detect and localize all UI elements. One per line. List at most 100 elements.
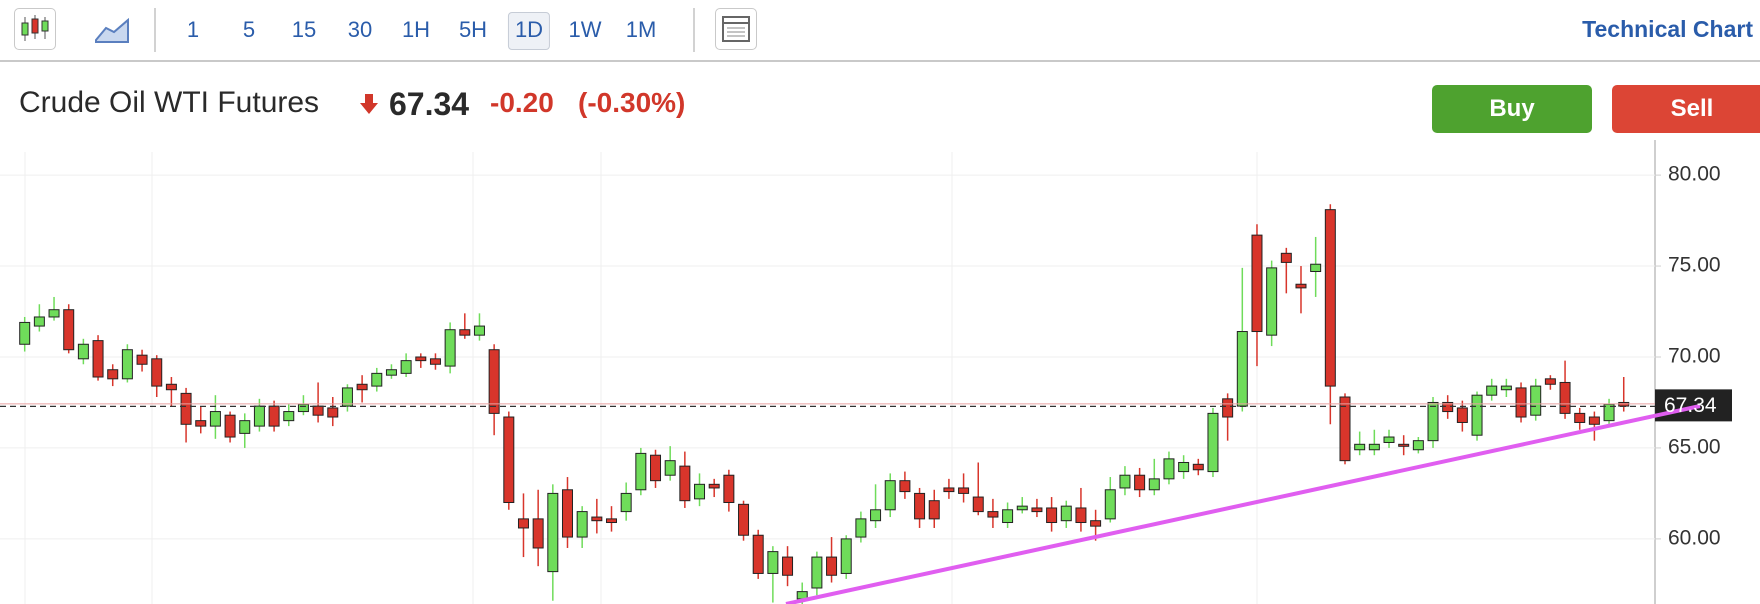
candle-type-button[interactable] [14,8,56,50]
candle-body [620,492,632,513]
candle-body [1280,252,1292,263]
candle-body [1266,267,1278,336]
candle-body [664,460,676,476]
candle-body [1324,209,1336,387]
interval-button[interactable]: 1W [568,17,602,42]
candle-body [1134,474,1146,491]
last-price-label: 67.34 [1664,394,1717,417]
candle-body [870,509,882,522]
candle-body [1310,263,1322,273]
candle-body [1486,385,1498,396]
candle-body [1192,463,1204,471]
interval-button[interactable]: 1M [625,17,657,42]
candle-icon [21,15,49,41]
candle-body [165,383,177,391]
candle-body [444,329,456,367]
candles [19,204,1630,604]
candle-body [987,511,999,518]
candle-body [1046,507,1058,524]
candle-body [914,492,926,520]
interval-button[interactable]: 5 [242,17,256,42]
candle-body [312,405,324,416]
sell-button[interactable]: Sell [1612,85,1760,133]
candle-body [1544,378,1556,385]
candle-body [1354,443,1366,451]
candle-body [782,556,794,576]
separator [154,8,156,52]
down-arrow [360,94,378,114]
candle-body [136,354,148,365]
interval-button[interactable]: 1H [401,17,431,42]
candle-body [650,454,662,482]
interval-button[interactable]: 15 [291,17,317,42]
candle-body [1530,385,1542,416]
candle-body [1339,396,1351,462]
candle-body [1002,509,1014,524]
candle-body [1442,401,1454,413]
interval-button[interactable]: 30 [347,17,373,42]
candle-body [958,487,970,494]
candle-body [591,516,603,522]
candle-body [1515,387,1527,418]
candle-body [283,411,295,422]
separator [693,8,695,52]
last-price: 67.34 [389,86,470,122]
candle-body [224,414,236,438]
candle-body [1163,458,1175,480]
candle-body [92,340,104,378]
candle-body [1090,520,1102,527]
candle-body [297,403,309,413]
candle-body [1574,412,1586,423]
candle-body [253,405,265,427]
candle-body [1368,443,1380,451]
candle-body [385,369,397,376]
candle-body [532,518,544,549]
candle-body [488,349,500,414]
candle-body [635,452,647,491]
trendline [785,404,1701,604]
candle-body [1559,381,1571,414]
buy-button[interactable]: Buy [1432,85,1592,133]
candle-body [723,474,735,504]
candle-body [708,483,720,489]
y-tick-label: 60.00 [1668,526,1721,549]
candle-body [899,480,911,493]
candle-body [1251,234,1263,333]
candle-body [738,503,750,536]
candle-body [268,405,280,427]
candle-body [1471,394,1483,436]
candle-body [694,483,706,500]
layout-icon [722,16,750,42]
layout-button[interactable] [715,8,757,50]
candle-body [606,518,617,524]
area-type-button[interactable] [94,14,132,46]
candle-body [77,343,89,360]
candle-body [1588,416,1600,425]
candle-body [473,325,485,336]
candle-body [576,511,588,538]
candle-body [1412,440,1424,451]
candle-body [151,358,163,387]
candle-body [561,489,573,538]
y-tick-label: 75.00 [1668,254,1721,277]
candle-body [517,518,529,529]
candle-body [371,372,383,387]
technical-chart-link[interactable]: Technical Chart [1582,16,1753,42]
candle-body [356,383,368,391]
candle-body [928,500,940,520]
y-tick-label: 65.00 [1668,435,1721,458]
candle-body [1427,401,1439,442]
candle-body [855,518,867,538]
interval-button[interactable]: 5H [458,17,488,42]
candle-body [19,321,31,345]
price-change-percent: (-0.30%) [578,87,686,118]
candle-body [1236,331,1248,407]
y-tick-label: 70.00 [1668,345,1721,368]
candle-body [503,416,515,504]
interval-button[interactable]: 1 [186,17,200,42]
price-change: -0.20 [490,87,554,118]
candle-body [1119,474,1131,489]
interval-button[interactable]: 1D [507,12,551,50]
candle-body [341,387,353,407]
